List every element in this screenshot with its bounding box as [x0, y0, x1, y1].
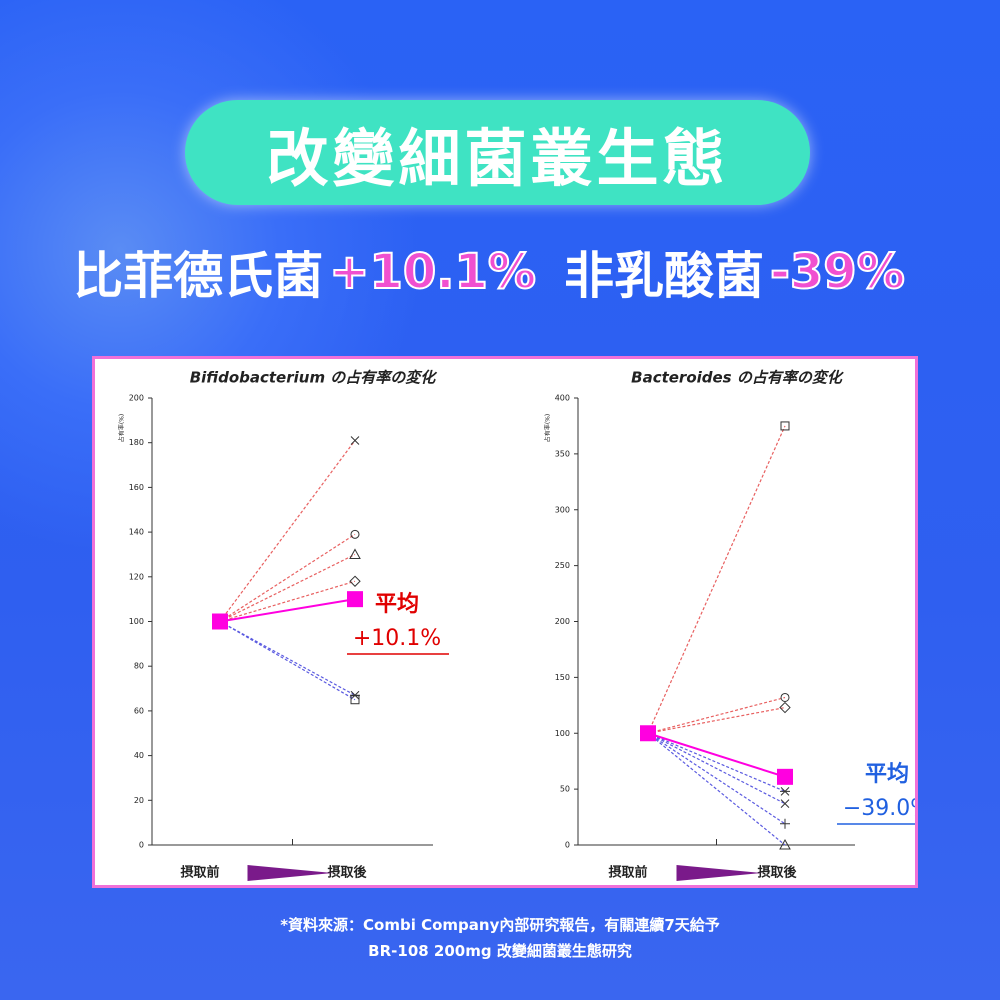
marker: [349, 575, 361, 587]
headline-value: -39%: [769, 243, 906, 301]
x-tick-label: 摂取後: [327, 865, 367, 881]
y-tick-label: 60: [134, 706, 144, 715]
y-tick-label: 20: [134, 796, 144, 805]
y-tick-label: 200: [129, 394, 144, 403]
arrow: [247, 865, 333, 881]
y-tick-label: 250: [555, 561, 570, 570]
marker: [350, 529, 360, 539]
series-line: [647, 425, 786, 734]
x-tick-label: 摂取前: [180, 865, 219, 881]
y-tick-label: 0: [139, 841, 144, 850]
marker: [780, 787, 790, 796]
series-line: [647, 696, 786, 734]
y-tick-label: 100: [555, 729, 570, 738]
marker: [780, 818, 790, 829]
headline-item: 非乳酸菌: [563, 247, 764, 305]
y-tick-label: 100: [129, 617, 144, 626]
marker: [780, 692, 790, 702]
y-tick-label: 80: [134, 662, 144, 671]
marker: [350, 436, 360, 445]
footnote: *資料來源：Combi Company內部研究報告，有關連續7天給予 BR-10…: [0, 912, 1000, 964]
marker: [779, 838, 791, 850]
annotation-label: 平均: [865, 761, 909, 787]
y-tick-label: 180: [129, 438, 144, 447]
marker: [780, 799, 790, 809]
y-axis-label: 占有率(%): [544, 414, 552, 442]
mean-marker: [212, 613, 228, 630]
marker: [779, 701, 791, 714]
series-line: [219, 620, 356, 701]
series-line: [219, 598, 356, 623]
marker: [349, 548, 361, 559]
y-axis-label: 占有率(%): [118, 414, 126, 442]
series-line: [219, 533, 356, 623]
marker: [350, 695, 360, 705]
mean-marker: [777, 768, 793, 785]
y-tick-label: 50: [560, 785, 570, 794]
y-tick-label: 150: [555, 673, 570, 682]
chart-title: Bifidobacterium の占有率の変化: [190, 369, 438, 387]
y-tick-label: 140: [129, 528, 144, 537]
series-line: [219, 580, 356, 623]
footnote-line: *資料來源：Combi Company內部研究報告，有關連續7天給予: [280, 916, 720, 934]
x-tick-label: 摂取前: [608, 865, 647, 881]
series-line: [647, 732, 786, 825]
annotation-value: −39.0%: [843, 796, 915, 821]
headline-value: +10.1%: [328, 243, 537, 301]
x-tick-label: 摂取後: [757, 865, 797, 881]
mean-marker: [347, 591, 363, 608]
series-line: [219, 620, 356, 696]
y-tick-label: 120: [129, 572, 144, 581]
y-tick-label: 200: [555, 617, 570, 626]
mean-marker: [640, 725, 656, 742]
y-tick-label: 160: [129, 483, 144, 492]
y-tick-label: 400: [555, 394, 570, 403]
y-tick-label: 350: [555, 449, 570, 458]
y-tick-label: 0: [565, 841, 570, 850]
series-line: [647, 706, 786, 734]
series-line: [219, 440, 356, 622]
arrow: [676, 865, 762, 881]
series-line: [647, 732, 786, 846]
y-tick-label: 40: [134, 751, 144, 760]
series-line: [647, 732, 786, 805]
chart-title: Bacteroides の占有率の変化: [631, 369, 844, 387]
title-pill: 改變細菌叢生態: [185, 100, 810, 205]
headline-item: 比菲德氏菌: [73, 247, 324, 305]
annotation-value: +10.1%: [353, 626, 441, 651]
footnote-line: BR-108 200mg 改變細菌叢生態研究: [368, 942, 632, 960]
series-line: [647, 732, 786, 792]
headline: 比菲德氏菌 +10.1% 非乳酸菌 -39%: [0, 232, 1000, 312]
title: 改變細菌叢生態: [266, 121, 729, 195]
chart-panel: Bifidobacterium の占有率の変化占有率(%) 0 20 40 60 80 10…: [92, 356, 939, 888]
y-tick-label: 300: [555, 505, 570, 514]
annotation-label: 平均: [375, 591, 419, 617]
series-line: [647, 732, 786, 778]
marker: [780, 421, 790, 431]
series-line: [219, 553, 356, 623]
